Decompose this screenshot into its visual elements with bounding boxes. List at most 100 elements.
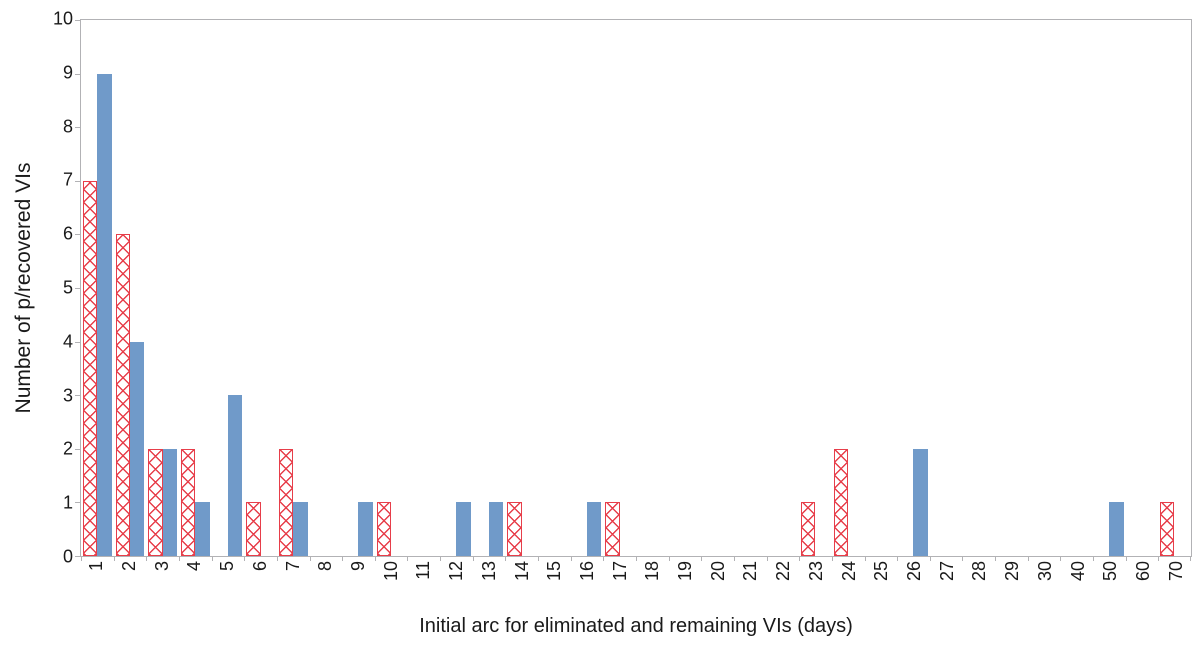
- bar-red-hatched-x3: [148, 448, 163, 556]
- x-tick-label-1: 1: [86, 561, 107, 572]
- y-axis-tick: [75, 288, 81, 289]
- x-tick-label-4: 4: [184, 561, 205, 572]
- bar-blue-solid-x1: [97, 73, 112, 556]
- bar-blue-solid-x13: [489, 502, 504, 556]
- x-axis-tick: [636, 556, 637, 561]
- y-axis-tick: [75, 395, 81, 397]
- y-tick-label-4: 4: [62, 331, 73, 352]
- bar-blue-solid-x50: [1109, 502, 1124, 556]
- category-cell-16: [571, 20, 604, 556]
- x-tick-label-18: 18: [642, 561, 663, 582]
- category-cell-19: [669, 20, 702, 556]
- y-tick-label-8: 8: [62, 116, 73, 137]
- x-axis-tick: [962, 556, 964, 561]
- x-axis-tick: [766, 556, 768, 561]
- x-axis-tick: [897, 556, 899, 561]
- y-tick-label-2: 2: [62, 438, 73, 459]
- bar-red-hatched-x1: [82, 180, 98, 556]
- category-cell-22: [766, 20, 799, 556]
- y-tick-label-3: 3: [62, 385, 73, 406]
- bar-blue-solid-x12: [456, 502, 471, 556]
- y-tick-label-7: 7: [62, 169, 73, 190]
- x-tick-label-21: 21: [740, 561, 761, 582]
- bar-red-hatched-x2: [115, 234, 130, 556]
- category-cell-30: [1028, 20, 1061, 556]
- x-axis-title: Initial arc for eliminated and remaining…: [419, 615, 853, 637]
- category-cell-9: [342, 20, 375, 556]
- bar-red-hatched-x23: [801, 502, 816, 556]
- x-tick-label-3: 3: [151, 561, 172, 572]
- x-axis-tick: [309, 556, 311, 561]
- bar-red-hatched-x17: [605, 502, 620, 556]
- bar-blue-solid-x3: [162, 448, 177, 556]
- x-tick-label-26: 26: [904, 561, 924, 582]
- category-cell-26: [897, 20, 930, 556]
- category-cell-23: [799, 20, 832, 556]
- bar-blue-solid-x9: [358, 502, 373, 556]
- category-cell-11: [407, 20, 440, 556]
- x-axis-tick-labels: 1 2 3 4 5 6 7 8 9 10 11 12 13 14 15 16 17 18 19 20 21 22 23 24 2…: [80, 561, 1192, 611]
- x-tick-label-16: 16: [576, 561, 597, 582]
- x-tick-label-7: 7: [282, 561, 303, 572]
- category-cell-70: [1158, 20, 1191, 556]
- x-tick-label-40: 40: [1067, 561, 1088, 582]
- x-axis-tick: [505, 556, 507, 561]
- x-tick-label-25: 25: [871, 561, 892, 582]
- category-cell-29: [995, 20, 1028, 556]
- category-cell-6: [244, 20, 277, 556]
- x-axis-tick: [146, 556, 148, 561]
- category-cell-20: [701, 20, 734, 556]
- x-axis-tick: [1125, 556, 1127, 561]
- x-tick-label-20: 20: [707, 561, 728, 582]
- y-axis-tick: [75, 20, 81, 21]
- x-axis-tick: [178, 556, 180, 561]
- x-tick-label-10: 10: [380, 561, 401, 582]
- y-axis-tick: [75, 502, 81, 504]
- x-tick-label-22: 22: [773, 561, 794, 582]
- x-axis-tick: [1158, 556, 1160, 561]
- x-axis-tick: [1093, 556, 1095, 561]
- x-axis-tick: [276, 556, 278, 561]
- category-cell-4: [179, 20, 212, 556]
- category-cell-17: [603, 20, 636, 556]
- x-tick-label-70: 70: [1165, 561, 1186, 582]
- x-axis-tick: [1027, 556, 1029, 561]
- category-cell-5: [212, 20, 245, 556]
- category-cell-14: [505, 20, 538, 556]
- x-axis-tick: [1190, 556, 1191, 561]
- x-axis-tick: [995, 556, 997, 561]
- x-axis-tick: [113, 556, 115, 561]
- x-axis-tick: [472, 556, 474, 561]
- x-axis-tick: [570, 556, 572, 561]
- category-cell-1: [81, 20, 114, 556]
- y-axis-tick: [75, 127, 81, 129]
- x-axis-tick: [440, 556, 442, 561]
- y-tick-label-9: 9: [62, 62, 73, 83]
- y-axis-tick: [75, 556, 81, 557]
- category-cell-50: [1093, 20, 1126, 556]
- category-cell-2: [114, 20, 147, 556]
- x-axis-tick: [603, 556, 605, 561]
- x-tick-label-2: 2: [119, 561, 140, 572]
- y-axis-tick: [75, 341, 81, 343]
- x-axis-tick: [701, 556, 703, 561]
- x-tick-label-14: 14: [511, 561, 532, 582]
- x-tick-label-50: 50: [1100, 561, 1121, 582]
- x-axis-tick: [864, 556, 866, 561]
- x-tick-label-17: 17: [609, 561, 630, 582]
- category-cell-27: [930, 20, 963, 556]
- bar-blue-solid-x5: [227, 395, 243, 556]
- y-tick-label-0: 0: [62, 546, 73, 567]
- bar-blue-solid-x7: [293, 502, 308, 556]
- y-tick-label-10: 10: [52, 8, 73, 29]
- category-cell-15: [538, 20, 571, 556]
- bar-red-hatched-x14: [507, 502, 522, 556]
- x-axis-tick: [799, 556, 801, 561]
- y-axis-tick: [75, 448, 81, 450]
- plot-area: [75, 19, 1192, 561]
- x-tick-label-30: 30: [1034, 561, 1055, 582]
- x-tick-label-23: 23: [805, 561, 826, 582]
- bar-blue-solid-x2: [129, 341, 145, 556]
- x-axis-tick: [211, 556, 213, 561]
